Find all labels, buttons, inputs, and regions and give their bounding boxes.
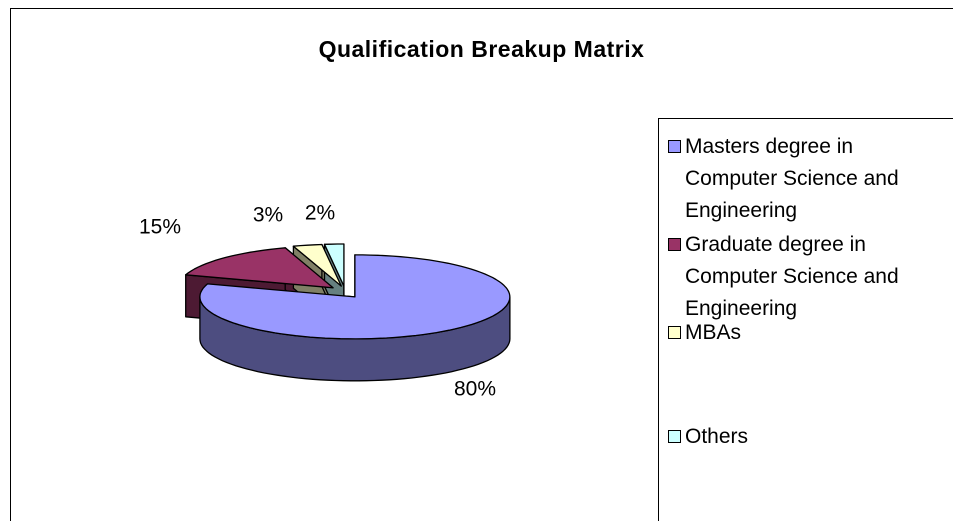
slice xyxy=(199,254,511,340)
legend-item: Masters degree in Computer Science and E… xyxy=(668,131,935,227)
legend-label: Graduate degree in Computer Science and … xyxy=(685,233,899,320)
slice xyxy=(323,243,345,287)
legend-swatch xyxy=(668,326,681,339)
legend-swatch xyxy=(668,140,681,153)
chart-frame xyxy=(10,8,953,521)
legend-item: Others xyxy=(668,421,935,453)
slice xyxy=(292,243,342,287)
legend-swatch xyxy=(668,238,681,251)
legend-item: Graduate degree in Computer Science and … xyxy=(668,229,935,325)
legend-label: MBAs xyxy=(685,321,742,344)
data-label: 80% xyxy=(454,378,496,401)
legend-label: Others xyxy=(685,425,749,448)
legend-swatch xyxy=(668,430,681,443)
legend-label: Masters degree in Computer Science and E… xyxy=(685,135,899,222)
legend-item: MBAs xyxy=(668,317,935,349)
legend: Masters degree in Computer Science and E… xyxy=(658,118,953,521)
chart-title: Qualification Breakup Matrix xyxy=(318,36,645,62)
data-label: 15% xyxy=(139,216,181,239)
slice xyxy=(185,247,334,289)
data-label: 3% xyxy=(253,204,283,227)
data-label: 2% xyxy=(305,202,335,225)
